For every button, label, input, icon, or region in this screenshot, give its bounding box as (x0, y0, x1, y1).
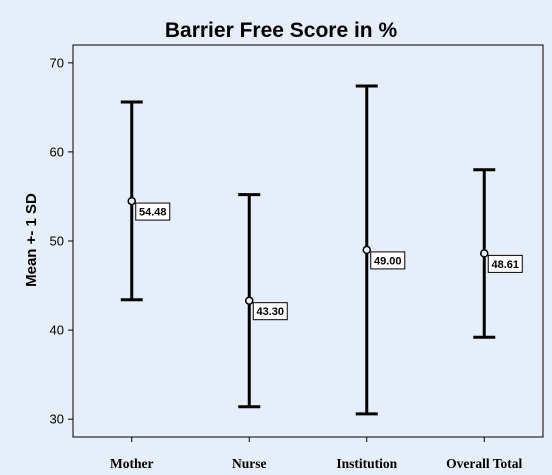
plot-area (72, 44, 544, 438)
y-tick-label: 40 (50, 323, 64, 338)
data-label-box-mother (135, 202, 171, 221)
data-label-box-institution (370, 251, 406, 270)
mean-marker-nurse (245, 296, 254, 305)
y-axis: 30 40 50 60 70 (50, 55, 73, 427)
y-tick-label: 70 (50, 55, 64, 70)
chart-title: Barrier Free Score in % (165, 19, 398, 42)
error-bars: 54.48 43.30 49.00 48.61 (120, 84, 523, 416)
x-tick-label: Nurse (232, 456, 267, 471)
x-tick-label: Overall Total (446, 456, 522, 471)
y-tick-label: 60 (50, 144, 64, 159)
y-axis-label: Mean +- 1 SD (23, 193, 40, 287)
x-axis: Mother Nurse Institution Overall Total (110, 437, 523, 471)
mean-marker-institution (362, 245, 371, 255)
mean-marker-overall-total (480, 249, 489, 258)
mean-marker-mother (127, 196, 136, 206)
data-label-institution: 49.00 (374, 255, 402, 267)
x-tick-label: Mother (110, 456, 153, 471)
y-tick-label: 50 (50, 234, 64, 249)
data-label-mother: 54.48 (139, 207, 167, 219)
data-label-box-overall-total (487, 254, 523, 273)
data-label-nurse: 43.30 (256, 306, 284, 318)
x-tick-label: Institution (336, 456, 397, 471)
data-label-box-nurse (252, 302, 288, 321)
y-tick-label: 30 (50, 412, 64, 427)
data-label-overall-total: 48.61 (491, 259, 519, 271)
